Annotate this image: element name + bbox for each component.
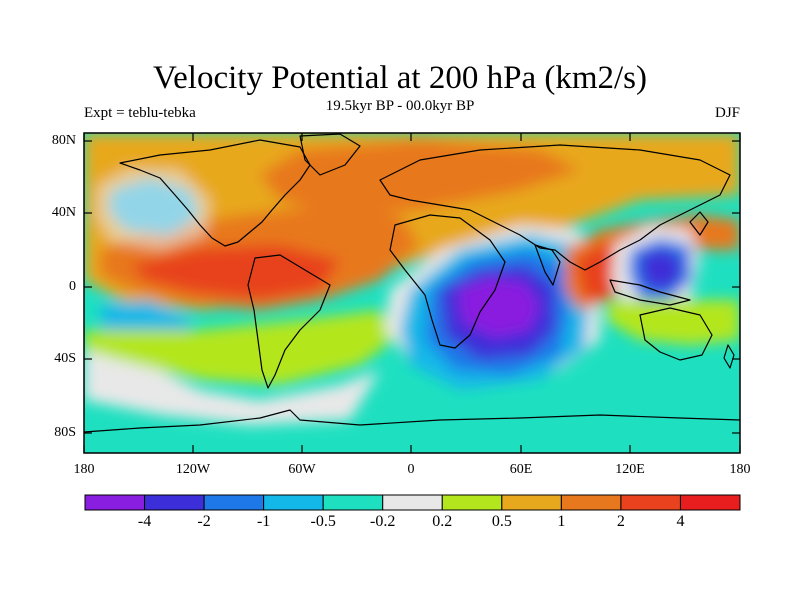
coast-australia [639, 307, 713, 361]
colorbar-swatch [501, 494, 562, 511]
field-sepac-yellow [605, 300, 740, 345]
colorbar-swatch [441, 494, 503, 511]
colorbar-label: -2 [197, 513, 211, 530]
field-north-orange [260, 140, 580, 215]
y-tick-marks [84, 140, 740, 434]
coast-se-asia-islands [609, 279, 691, 306]
coast-south-america [247, 254, 331, 389]
x-tick-label: 180 [729, 462, 751, 477]
colorbar-swatch [84, 494, 146, 511]
colorbar-label: -0.2 [370, 513, 396, 530]
x-tick-label: 120W [175, 462, 211, 477]
colorbar-swatch [144, 494, 205, 511]
x-tick-label: 60W [288, 462, 316, 477]
colorbar-swatch [203, 494, 265, 511]
coast-new-zealand [723, 344, 735, 369]
y-tick-label: 40N [51, 205, 76, 220]
experiment-label: Expt = teblu-tebka [84, 105, 196, 121]
season-label: DJF [714, 105, 740, 121]
colorbar-label: 4 [676, 513, 685, 530]
x-tick-marks [83, 133, 741, 453]
colorbar-swatch [322, 494, 384, 511]
coast-india [534, 244, 561, 286]
colorbar-swatch [560, 494, 622, 511]
colorbar-label: 0.2 [432, 513, 453, 530]
field-satl-yellow [84, 310, 400, 385]
colorbar-swatch [679, 494, 741, 511]
colorbar-label: 2 [616, 513, 625, 530]
y-tick-label: 80N [51, 133, 76, 148]
colorbar [84, 494, 741, 511]
coast-eurasia [379, 144, 731, 271]
field-wpac-darkblue [640, 248, 682, 292]
colorbar-label: -1 [256, 513, 271, 530]
map-subtitle: 19.5kyr BP - 00.0kyr BP [325, 98, 475, 114]
coast-antarctica [84, 409, 740, 433]
x-tick-label: 180 [73, 462, 95, 477]
colorbar-swatch [263, 494, 324, 511]
colorbar-label: -4 [137, 513, 152, 530]
coast-north-america [119, 139, 311, 247]
coast-japan [689, 211, 709, 236]
map-frame [83, 132, 741, 454]
colorbar-swatch [620, 494, 681, 511]
field-spac-white [84, 330, 380, 425]
x-tick-label: 0 [407, 462, 415, 477]
colorbar-label: -0.5 [310, 513, 336, 530]
field-npac-white [96, 168, 210, 250]
contour-field [84, 133, 740, 453]
colorbar-label: 1 [557, 513, 566, 530]
y-tick-label: 80S [54, 425, 76, 440]
field-indian-purple [458, 278, 540, 338]
field-americas-red [130, 245, 340, 300]
coastlines [84, 133, 740, 433]
x-tick-label: 120E [615, 462, 645, 477]
x-tick-label: 60E [509, 462, 533, 477]
colorbar-label: 0.5 [491, 513, 512, 530]
y-tick-label: 0 [69, 279, 76, 294]
colorbar-swatch [382, 494, 443, 511]
coast-africa [389, 214, 506, 349]
y-tick-label: 40S [54, 351, 76, 366]
coast-greenland [299, 133, 361, 176]
map-title: Velocity Potential at 200 hPa (km2/s) [152, 60, 648, 96]
